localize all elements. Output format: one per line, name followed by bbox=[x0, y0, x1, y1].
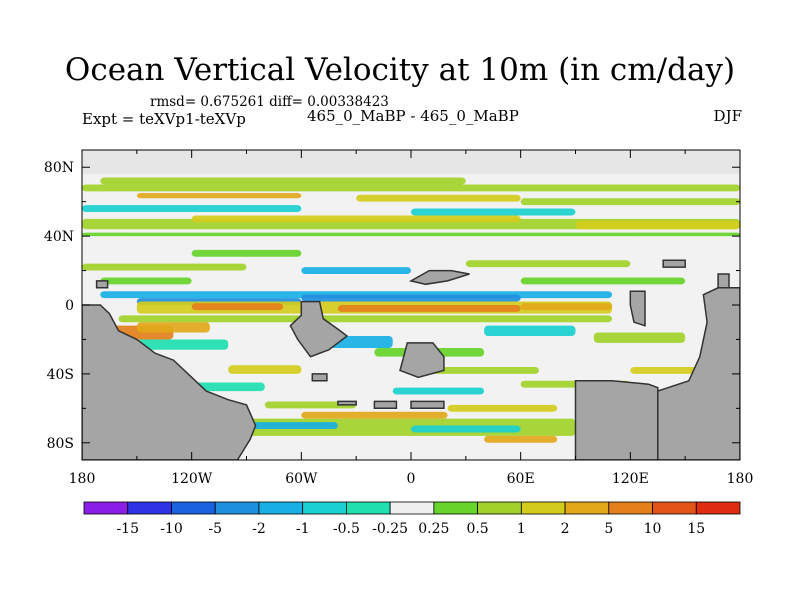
field-band bbox=[429, 367, 539, 374]
field-band bbox=[411, 425, 521, 433]
field-band bbox=[520, 198, 740, 206]
x-tick-label: 120E bbox=[612, 471, 649, 487]
y-tick-label: 40S bbox=[47, 367, 74, 383]
field-band bbox=[301, 294, 521, 302]
field-band bbox=[301, 411, 448, 419]
land-mass bbox=[399, 342, 445, 379]
case-label: 465_0_MaBP - 465_0_MaBP bbox=[307, 107, 519, 125]
land-mass bbox=[629, 290, 646, 327]
field-band bbox=[356, 194, 521, 202]
colorbar-swatch bbox=[433, 501, 479, 515]
land-mass bbox=[657, 287, 740, 460]
field-band bbox=[392, 387, 485, 395]
field-band bbox=[465, 260, 631, 268]
colorbar-swatch bbox=[652, 501, 697, 515]
colorbar-label: -0.25 bbox=[372, 521, 408, 537]
colorbar-label: 15 bbox=[687, 521, 705, 537]
land-mass bbox=[662, 259, 686, 268]
colorbar-swatch bbox=[83, 501, 129, 515]
colorbar-swatch bbox=[171, 501, 216, 515]
field-band bbox=[100, 177, 466, 185]
colorbar-label: -15 bbox=[116, 521, 139, 537]
field-band bbox=[228, 365, 302, 374]
colorbar-label: 1 bbox=[517, 521, 526, 537]
colorbar-swatch bbox=[345, 501, 391, 515]
colorbar-label: 2 bbox=[561, 521, 570, 537]
x-tick-label: 180 bbox=[727, 471, 754, 487]
x-tick-label: 180 bbox=[69, 471, 96, 487]
colorbar-swatch bbox=[608, 501, 653, 515]
y-tick-label: 80N bbox=[44, 160, 74, 176]
land-mass bbox=[574, 380, 659, 460]
field-band bbox=[301, 267, 411, 274]
land-mass bbox=[82, 304, 257, 460]
colorbar-label: 0.5 bbox=[466, 521, 488, 537]
colorbar-label: -5 bbox=[208, 521, 222, 537]
colorbar-swatch bbox=[695, 501, 741, 515]
field-band bbox=[82, 205, 302, 212]
colorbar-label: -2 bbox=[252, 521, 266, 537]
field-band bbox=[82, 263, 247, 271]
field-band bbox=[264, 401, 357, 409]
field-band bbox=[136, 193, 302, 199]
land-mass bbox=[408, 269, 470, 286]
y-tick-label: 80S bbox=[47, 436, 74, 452]
land-mass bbox=[95, 280, 109, 289]
chart-title: Ocean Vertical Velocity at 10m (in cm/da… bbox=[64, 52, 736, 88]
field-band bbox=[100, 277, 192, 285]
colorbar: -15 -10 -5 -2 -1 -0.5 -0.25 0.25 0.5 1 2 5 10 15 bbox=[83, 501, 741, 537]
y-tick-label: 40N bbox=[44, 229, 74, 245]
colorbar-label: 0.25 bbox=[418, 521, 449, 537]
field-band bbox=[191, 303, 284, 311]
field-band bbox=[593, 332, 686, 343]
x-tick-label: 120W bbox=[171, 471, 213, 487]
season-label: DJF bbox=[713, 107, 742, 125]
colorbar-swatch bbox=[258, 501, 304, 515]
map-axes: 180 120W 60W 0 60E 120E 180 80N 40N 0 40S 80S bbox=[44, 149, 754, 487]
colorbar-label: -0.5 bbox=[333, 521, 360, 537]
colorbar-swatch bbox=[389, 501, 435, 515]
field-band bbox=[575, 220, 740, 230]
field-band bbox=[337, 305, 521, 312]
colorbar-swatch bbox=[477, 501, 522, 515]
field-band bbox=[82, 184, 740, 192]
colorbar-swatch bbox=[302, 501, 347, 515]
colorbar-swatch bbox=[127, 501, 172, 515]
land-mass bbox=[289, 300, 349, 358]
field-band bbox=[191, 382, 265, 392]
x-tick-label: 60E bbox=[507, 471, 535, 487]
land-mass bbox=[337, 400, 357, 406]
land-mass bbox=[311, 373, 328, 382]
field-band bbox=[520, 303, 613, 311]
x-tick-label: 0 bbox=[407, 471, 416, 487]
field-band bbox=[191, 249, 302, 257]
field-band bbox=[136, 339, 229, 350]
colorbar-swatch bbox=[564, 501, 610, 515]
field-band bbox=[118, 315, 613, 323]
field-band bbox=[191, 215, 521, 223]
colorbar-swatch bbox=[520, 501, 566, 515]
field-band bbox=[520, 277, 686, 285]
field-band bbox=[484, 435, 558, 443]
x-tick-label: 60W bbox=[285, 471, 318, 487]
field-band bbox=[447, 404, 558, 412]
y-tick-label: 0 bbox=[65, 298, 74, 314]
stats-label: rmsd= 0.675261 diff= 0.00338423 bbox=[150, 94, 389, 110]
land-mass bbox=[410, 400, 445, 410]
colorbar-swatch bbox=[214, 501, 260, 515]
field-band bbox=[136, 322, 210, 333]
field-band bbox=[411, 208, 576, 216]
land-mass bbox=[373, 400, 398, 410]
colorbar-label: 10 bbox=[644, 521, 662, 537]
land-mass bbox=[717, 273, 730, 289]
colorbar-label: -1 bbox=[296, 521, 310, 537]
field-band bbox=[82, 232, 740, 237]
colorbar-label: -10 bbox=[160, 521, 183, 537]
field-band bbox=[484, 325, 576, 336]
velocity-field bbox=[82, 150, 740, 460]
experiment-label: Expt = teXVp1-teXVp bbox=[82, 110, 246, 128]
colorbar-label: 5 bbox=[604, 521, 613, 537]
